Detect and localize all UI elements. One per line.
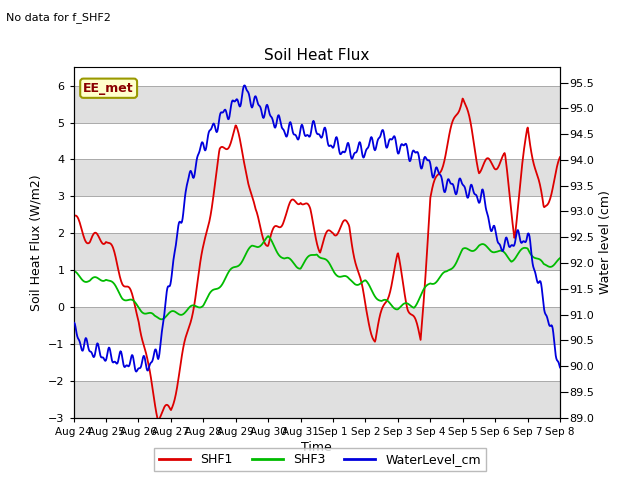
Legend: SHF1, SHF3, WaterLevel_cm: SHF1, SHF3, WaterLevel_cm — [154, 448, 486, 471]
Bar — [74, 159, 560, 196]
Bar — [74, 381, 560, 418]
Y-axis label: Soil Heat Flux (W/m2): Soil Heat Flux (W/m2) — [29, 174, 42, 311]
Title: Soil Heat Flux: Soil Heat Flux — [264, 48, 369, 63]
Bar — [74, 233, 560, 270]
X-axis label: Time: Time — [301, 441, 332, 454]
Bar — [74, 307, 560, 344]
Text: No data for f_SHF2: No data for f_SHF2 — [6, 12, 111, 23]
Text: EE_met: EE_met — [83, 82, 134, 95]
Bar — [74, 85, 560, 122]
Y-axis label: Water level (cm): Water level (cm) — [600, 191, 612, 294]
